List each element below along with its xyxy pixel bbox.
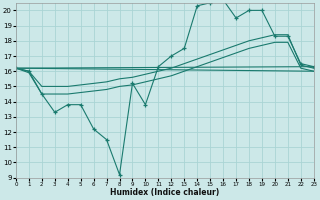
X-axis label: Humidex (Indice chaleur): Humidex (Indice chaleur) <box>110 188 220 197</box>
